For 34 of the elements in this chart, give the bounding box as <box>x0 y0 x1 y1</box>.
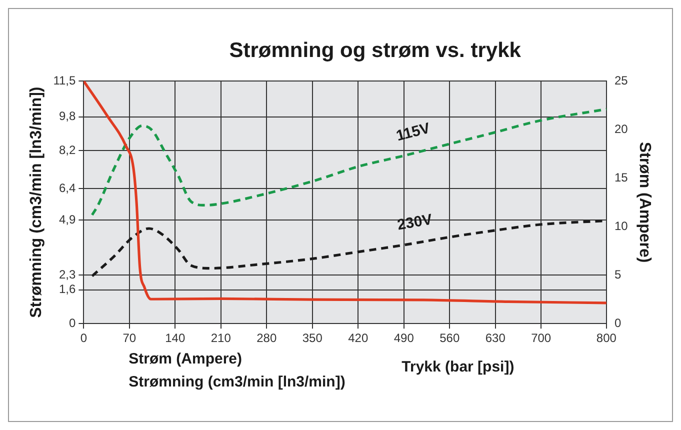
y-tick-label: 0 <box>68 316 76 330</box>
x-tick-label: 70 <box>122 331 136 346</box>
x-tick-label: 420 <box>348 331 368 346</box>
y-tick-label: 4,9 <box>58 212 76 227</box>
text: 230V <box>396 211 434 234</box>
y-axis-title: Strømning (cm3/min [ln3/min]) <box>28 86 46 318</box>
x-tick-label: 490 <box>394 331 414 346</box>
x-tick-label: 210 <box>210 331 232 346</box>
x-tick-label: 800 <box>596 331 617 346</box>
y-tick-label: 11,5 <box>53 73 76 88</box>
text: Strømning (cm3/min [ln3/min]) <box>128 374 346 391</box>
x-tick-label: 0 <box>80 331 88 346</box>
y2-tick-label: 25 <box>614 73 628 88</box>
x-tick-label: 630 <box>485 331 506 346</box>
y2-tick-label: 5 <box>614 267 622 282</box>
y2-tick-label: 15 <box>614 170 628 184</box>
text: 115V <box>394 120 432 145</box>
y2-tick-label: 10 <box>614 218 628 233</box>
y-tick-label: 9,8 <box>58 109 76 124</box>
y2-tick-label: 0 <box>614 316 622 330</box>
text: Strøm (Ampere) <box>128 350 242 368</box>
y2-tick-label: 20 <box>614 122 628 136</box>
y-tick-label: 6,4 <box>58 180 76 195</box>
x-tick-label: 350 <box>302 331 323 346</box>
x-tick-label: 700 <box>531 331 552 346</box>
x-axis-title: Trykk (bar [psi]) <box>402 358 514 376</box>
x-tick-label: 140 <box>165 331 186 346</box>
y-tick-label: 8,2 <box>58 142 76 157</box>
x-tick-label: 560 <box>440 331 460 346</box>
x-tick-label: 280 <box>256 331 277 346</box>
y-tick-label: 1,6 <box>58 282 76 296</box>
y2-axis-title: Strøm (Ampere) <box>636 142 653 263</box>
chart-title: Strømning og strøm vs. trykk <box>229 38 522 62</box>
y-tick-label: 2,3 <box>58 267 76 282</box>
